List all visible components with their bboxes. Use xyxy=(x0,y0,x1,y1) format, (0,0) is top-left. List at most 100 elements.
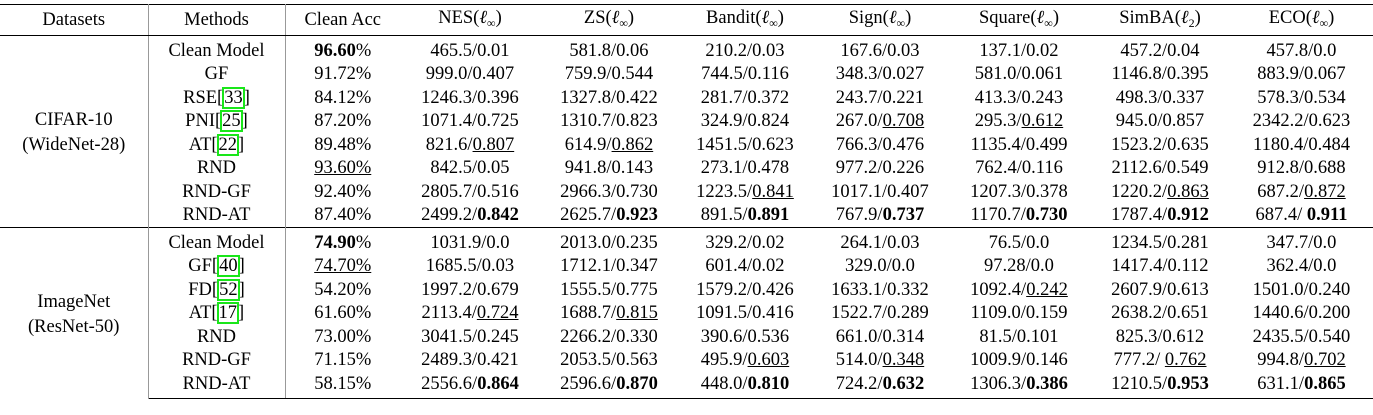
text: 1170.7/ xyxy=(970,205,1026,226)
value-cell: 581.0/0.061 xyxy=(948,63,1090,87)
citation-link[interactable]: 40 xyxy=(217,255,240,278)
citation-link[interactable]: 22 xyxy=(216,133,240,156)
text: ) xyxy=(627,7,635,28)
text: AT[ xyxy=(188,134,218,155)
value-cell: 821.6/0.807 xyxy=(400,133,540,157)
text: 81.5/0.101 xyxy=(979,326,1059,347)
text: 724.2/ xyxy=(835,373,883,394)
value-cell: 578.3/0.534 xyxy=(1230,86,1373,110)
value-cell: 1633.1/0.332 xyxy=(812,278,948,302)
value-cell: 61.60% xyxy=(285,302,400,326)
text: 687.2/ xyxy=(1257,181,1305,202)
text: 457.2/0.04 xyxy=(1120,40,1200,61)
text: 457.8/0.0 xyxy=(1266,40,1337,61)
text: SimBA( xyxy=(1119,7,1181,28)
text: 883.9/0.067 xyxy=(1257,64,1346,85)
value-cell: 347.7/0.0 xyxy=(1230,227,1373,255)
value-cell: 264.1/0.03 xyxy=(812,227,948,255)
styled-text: ℓ xyxy=(1036,7,1045,28)
text: 273.1/0.478 xyxy=(700,158,790,179)
table-row: RND 73.00% 3041.5/0.245 2266.2/0.330 390.6/0… xyxy=(0,325,1373,349)
value-cell: 74.90% xyxy=(285,227,400,255)
styled-text: ℓ xyxy=(1180,7,1189,28)
value-cell: 167.6/0.03 xyxy=(812,36,948,63)
value-cell: 1017.1/0.407 xyxy=(812,180,948,204)
table-row: AT[22] 89.48% 821.6/0.807 614.9/0.862 1451.5… xyxy=(0,133,1373,157)
value-cell: 766.3/0.476 xyxy=(812,133,948,157)
value-cell: 1091.5/0.416 xyxy=(678,302,812,326)
value-cell: 891.5/0.891 xyxy=(678,204,812,228)
value-cell: 2053.5/0.563 xyxy=(540,349,678,373)
citation-link[interactable]: 25 xyxy=(220,110,243,133)
value-cell: 1223.5/0.841 xyxy=(678,180,812,204)
text: 821.6/ xyxy=(425,134,473,155)
value-cell: 601.4/0.02 xyxy=(678,255,812,279)
header-cell: Square(ℓ∞) xyxy=(948,4,1090,36)
method-cell: GF[40] xyxy=(148,254,286,278)
value-cell: 329.0/0.0 xyxy=(812,255,948,279)
table-row: GF 91.72% 999.0/0.407 759.9/0.544 744.5/0.11… xyxy=(0,62,1373,87)
value-cell: 994.8/0.702 xyxy=(1230,349,1373,373)
value-cell: 324.9/0.824 xyxy=(678,110,812,134)
text: 1417.4/0.112 xyxy=(1111,256,1209,277)
text: 514.0/ xyxy=(835,350,883,371)
text: 2112.6/0.549 xyxy=(1111,158,1209,179)
value-cell: 724.2/0.632 xyxy=(812,372,948,399)
value-cell: 281.7/0.372 xyxy=(678,86,812,110)
styled-text: 0.911 xyxy=(1306,205,1348,226)
text: ) xyxy=(1328,7,1335,28)
styled-text: ∞ xyxy=(487,15,496,30)
results-table: Datasets Methods Clean Acc NES(ℓ∞) ZS(ℓ∞) Ban… xyxy=(0,4,1373,399)
text: 1440.6/0.200 xyxy=(1252,303,1351,324)
value-cell: 1210.5/0.953 xyxy=(1090,372,1230,399)
value-cell: 92.40% xyxy=(285,180,400,204)
text: 267.0/ xyxy=(835,111,883,132)
text: 1712.1/0.347 xyxy=(560,256,658,277)
value-cell: 1787.4/0.912 xyxy=(1090,204,1230,228)
text: 1017.1/0.407 xyxy=(831,181,929,202)
value-cell: 81.5/0.101 xyxy=(948,325,1090,349)
header-cell: SimBA(ℓ2) xyxy=(1090,4,1230,36)
text: 1327.8/0.422 xyxy=(560,87,658,108)
text: 2638.2/0.651 xyxy=(1111,303,1209,324)
styled-text: ∞ xyxy=(1044,15,1053,30)
value-cell: 413.3/0.243 xyxy=(948,86,1090,110)
text: Datasets xyxy=(42,10,106,30)
text: 766.3/0.476 xyxy=(835,134,925,155)
text: 2556.6/ xyxy=(421,373,478,394)
text: 89.48% xyxy=(314,134,372,155)
text: 1180.4/0.484 xyxy=(1253,134,1350,155)
text: 631.1/ xyxy=(1257,373,1305,394)
text: 87.20% xyxy=(314,111,372,132)
styled-text: 0.807 xyxy=(472,134,515,155)
text: GF xyxy=(204,64,229,85)
styled-text: 96.60 xyxy=(314,40,356,61)
method-cell: AT[22] xyxy=(148,133,286,157)
text: 2805.7/0.516 xyxy=(421,181,519,202)
styled-text: 0.737 xyxy=(882,205,925,226)
text: Square( xyxy=(979,7,1037,28)
text: 1579.2/0.426 xyxy=(696,279,794,300)
text: 243.7/0.221 xyxy=(835,87,925,108)
citation-link[interactable]: 17 xyxy=(216,302,240,325)
value-cell: 1234.5/0.281 xyxy=(1090,227,1230,255)
method-cell: GF xyxy=(148,62,286,86)
value-cell: 1009.9/0.146 xyxy=(948,349,1090,373)
citation-link[interactable]: 33 xyxy=(222,86,245,109)
styled-text: 0.912 xyxy=(1167,205,1209,226)
value-cell: 73.00% xyxy=(285,325,400,349)
method-cell: RND-AT xyxy=(148,203,286,228)
styled-text: 0.348 xyxy=(882,350,925,371)
header-cell: ECO(ℓ∞) xyxy=(1230,4,1373,36)
text: 767.9/ xyxy=(835,205,883,226)
styled-text: ℓ xyxy=(888,7,897,28)
text: 1997.2/0.679 xyxy=(421,279,519,300)
styled-text: ∞ xyxy=(1319,15,1329,30)
text: 1633.1/0.332 xyxy=(831,279,929,300)
text: 759.9/0.544 xyxy=(564,64,654,85)
table-header: Datasets Methods Clean Acc NES(ℓ∞) ZS(ℓ∞) Ban… xyxy=(0,4,1373,36)
method-cell: RND xyxy=(148,325,286,349)
citation-link[interactable]: 52 xyxy=(217,278,240,301)
value-cell: 273.1/0.478 xyxy=(678,157,812,181)
value-cell: 2499.2/0.842 xyxy=(400,204,540,228)
